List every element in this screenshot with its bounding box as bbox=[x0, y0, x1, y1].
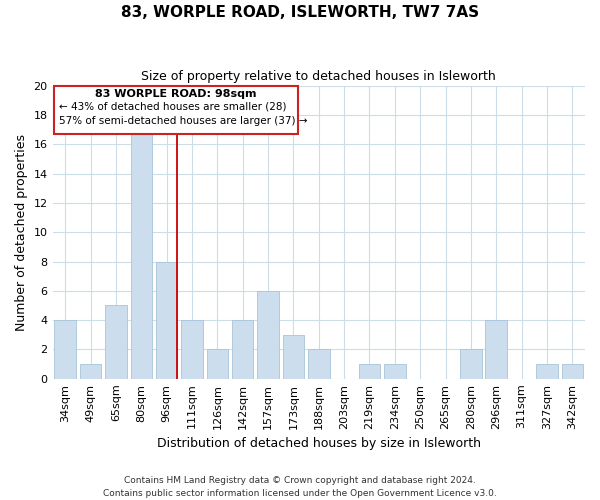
Bar bbox=[55, 320, 76, 379]
Bar bbox=[206, 350, 228, 379]
Text: 83 WORPLE ROAD: 98sqm: 83 WORPLE ROAD: 98sqm bbox=[95, 88, 257, 99]
Bar bbox=[131, 130, 152, 379]
Bar bbox=[384, 364, 406, 379]
Bar bbox=[156, 262, 178, 379]
Bar bbox=[80, 364, 101, 379]
FancyBboxPatch shape bbox=[54, 86, 298, 134]
Bar bbox=[460, 350, 482, 379]
Bar bbox=[181, 320, 203, 379]
Bar bbox=[105, 306, 127, 379]
Bar bbox=[536, 364, 558, 379]
Text: ← 43% of detached houses are smaller (28): ← 43% of detached houses are smaller (28… bbox=[59, 102, 286, 112]
Bar bbox=[485, 320, 507, 379]
Bar bbox=[562, 364, 583, 379]
X-axis label: Distribution of detached houses by size in Isleworth: Distribution of detached houses by size … bbox=[157, 437, 481, 450]
Text: Contains HM Land Registry data © Crown copyright and database right 2024.
Contai: Contains HM Land Registry data © Crown c… bbox=[103, 476, 497, 498]
Bar bbox=[359, 364, 380, 379]
Text: 83, WORPLE ROAD, ISLEWORTH, TW7 7AS: 83, WORPLE ROAD, ISLEWORTH, TW7 7AS bbox=[121, 5, 479, 20]
Text: 57% of semi-detached houses are larger (37) →: 57% of semi-detached houses are larger (… bbox=[59, 116, 307, 126]
Bar bbox=[283, 335, 304, 379]
Bar bbox=[257, 291, 279, 379]
Title: Size of property relative to detached houses in Isleworth: Size of property relative to detached ho… bbox=[142, 70, 496, 83]
Bar bbox=[308, 350, 329, 379]
Y-axis label: Number of detached properties: Number of detached properties bbox=[15, 134, 28, 330]
Bar bbox=[232, 320, 253, 379]
